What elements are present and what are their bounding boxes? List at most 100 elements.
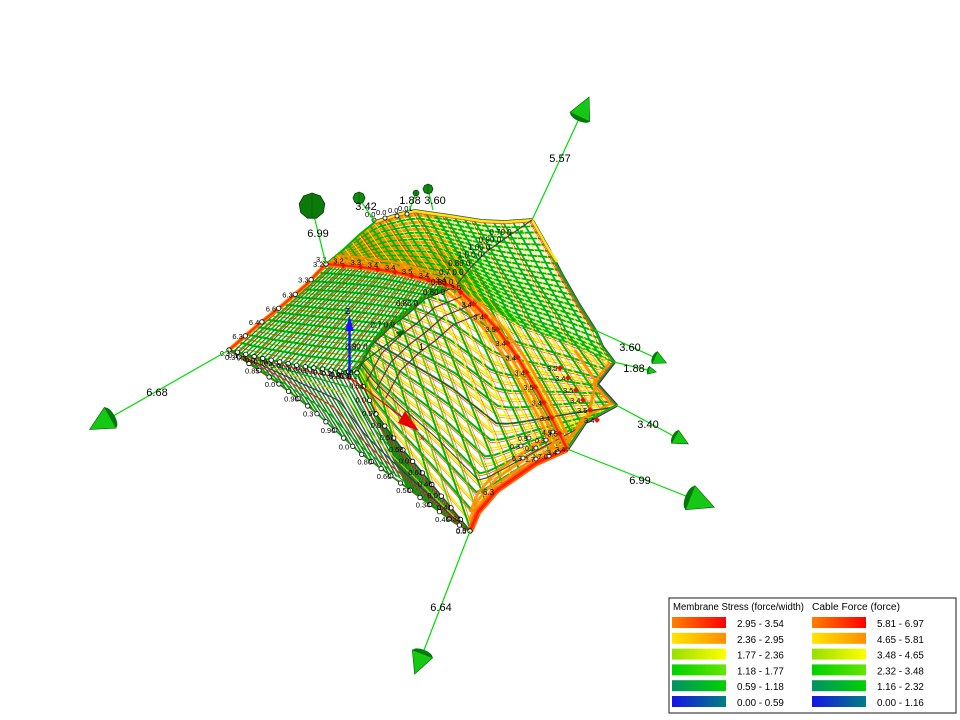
svg-text:0.90: 0.90: [284, 395, 299, 404]
svg-text:0.0: 0.0: [339, 442, 349, 451]
svg-text:0.9: 0.9: [518, 436, 528, 443]
svg-text:.02: .02: [296, 368, 306, 375]
svg-text:0.80 0: 0.80 0: [431, 278, 454, 287]
svg-text:0.01: 0.01: [398, 204, 413, 213]
svg-text:0.46: 0.46: [435, 515, 450, 524]
svg-text:6.99: 6.99: [307, 228, 328, 240]
svg-text:6.99: 6.99: [629, 475, 650, 487]
svg-text:0.0: 0.0: [371, 421, 381, 430]
svg-text:3.4: 3.4: [368, 261, 378, 270]
svg-text:0.0: 0.0: [245, 358, 255, 365]
svg-text:0.1: 0.1: [348, 374, 358, 381]
svg-text:3.60: 3.60: [424, 195, 445, 207]
svg-text:0.0: 0.0: [343, 368, 353, 377]
svg-text:3.5: 3.5: [485, 325, 495, 334]
svg-text:0.41: 0.41: [437, 503, 452, 512]
svg-text:0.2: 0.2: [322, 371, 332, 378]
svg-text:3.3: 3.3: [351, 258, 361, 267]
svg-text:1.0 0.0: 1.0 0.0: [458, 250, 483, 259]
svg-text:6.3: 6.3: [232, 332, 242, 341]
svg-text:0.53: 0.53: [389, 445, 404, 454]
svg-text:7.0: 7.0: [538, 454, 548, 461]
svg-text:.01: .01: [262, 361, 272, 368]
svg-text:3.4: 3.4: [540, 414, 550, 423]
svg-text:3.2: 3.2: [333, 257, 343, 266]
svg-text:3.4: 3.4: [474, 312, 484, 321]
svg-text:3.2: 3.2: [313, 260, 323, 269]
svg-text:3.5: 3.5: [402, 267, 412, 276]
svg-text:0.0: 0.0: [427, 491, 437, 500]
svg-text:3.4: 3.4: [462, 300, 472, 309]
svg-text:1.16 - 2.32: 1.16 - 2.32: [877, 682, 924, 693]
svg-text:0.51: 0.51: [380, 433, 395, 442]
svg-text:3.4: 3.4: [555, 445, 565, 454]
svg-text:6.3: 6.3: [282, 290, 292, 299]
svg-text:0.0: 0.0: [331, 372, 341, 379]
svg-text:1.7: 1.7: [525, 457, 535, 464]
svg-text:0.70 0: 0.70 0: [489, 228, 512, 237]
svg-text:0.0: 0.0: [399, 456, 409, 465]
svg-text:Membrane Stress (force/width): Membrane Stress (force/width): [673, 602, 804, 613]
svg-text:6.3: 6.3: [512, 456, 522, 463]
svg-text:0.46: 0.46: [418, 480, 433, 489]
svg-text:0.60: 0.60: [377, 472, 392, 481]
svg-text:0.0: 0.0: [314, 370, 324, 377]
svg-text:3.60: 3.60: [619, 342, 640, 354]
svg-text:0.34: 0.34: [447, 514, 462, 523]
svg-text:3.4: 3.4: [495, 339, 505, 348]
svg-text:3.4: 3.4: [419, 271, 429, 280]
svg-text:0.9: 0.9: [456, 526, 466, 535]
svg-text:3.4: 3.4: [532, 399, 542, 408]
svg-text:0.7 0.0: 0.7 0.0: [439, 268, 464, 277]
svg-text:0.80 0: 0.80 0: [329, 372, 352, 381]
svg-text:3.5: 3.5: [547, 429, 557, 438]
svg-text:0.80: 0.80: [357, 458, 372, 467]
svg-text:0.0: 0.0: [356, 395, 366, 404]
svg-text:1.18 - 1.77: 1.18 - 1.77: [737, 666, 784, 677]
svg-text:0.80 0: 0.80 0: [396, 299, 419, 308]
svg-text:0.34: 0.34: [416, 501, 431, 510]
svg-text:2.32 - 3.48: 2.32 - 3.48: [877, 666, 924, 677]
svg-text:3.5: 3.5: [577, 406, 587, 415]
svg-text:3.4: 3.4: [436, 276, 446, 285]
svg-text:3.40: 3.40: [637, 419, 658, 431]
svg-text:0.3: 0.3: [535, 438, 545, 445]
svg-text:0.3: 0.3: [225, 353, 235, 362]
svg-text:6.9: 6.9: [288, 366, 298, 373]
svg-text:0.54: 0.54: [349, 382, 364, 391]
svg-text:3.5: 3.5: [451, 283, 461, 292]
svg-text:4.65 - 5.81: 4.65 - 5.81: [877, 635, 924, 646]
svg-text:3.4: 3.4: [584, 416, 594, 425]
svg-text:x: x: [420, 432, 425, 442]
svg-text:3.3: 3.3: [298, 276, 308, 285]
svg-text:0.90 0: 0.90 0: [479, 236, 502, 245]
svg-text:1.88: 1.88: [623, 363, 644, 375]
svg-text:0.3: 0.3: [303, 410, 313, 419]
svg-text:0.3: 0.3: [220, 351, 230, 358]
svg-text:0.50: 0.50: [396, 486, 411, 495]
svg-text:Cable Force (force): Cable Force (force): [812, 602, 900, 613]
svg-text:0.3: 0.3: [339, 373, 349, 380]
svg-text:0.09: 0.09: [254, 360, 268, 367]
svg-text:0.3: 0.3: [237, 355, 247, 362]
svg-text:2.36 - 2.95: 2.36 - 2.95: [737, 635, 784, 646]
svg-text:6.4: 6.4: [249, 318, 259, 327]
svg-text:Z: Z: [345, 306, 350, 316]
svg-text:6.64: 6.64: [430, 602, 451, 614]
svg-text:0.00 - 1.16: 0.00 - 1.16: [877, 698, 924, 709]
svg-text:0.80 0: 0.80 0: [345, 343, 368, 352]
svg-text:6.68: 6.68: [146, 387, 167, 399]
svg-text:0.59 - 1.18: 0.59 - 1.18: [737, 682, 784, 693]
svg-text:3.48 - 4.65: 3.48 - 4.65: [877, 651, 924, 662]
svg-text:3.4: 3.4: [385, 263, 395, 272]
svg-text:3.5: 3.5: [547, 364, 557, 373]
svg-text:1.88: 1.88: [399, 195, 420, 207]
svg-text:3.4: 3.4: [555, 374, 565, 383]
svg-text:0.0: 0.0: [456, 527, 466, 536]
svg-text:9.7: 9.7: [279, 365, 289, 372]
svg-text:3.5: 3.5: [523, 383, 533, 392]
svg-text:0.7 0.0: 0.7 0.0: [370, 321, 395, 330]
svg-text:1.00 0: 1.00 0: [468, 243, 491, 252]
svg-text:0.1: 0.1: [525, 446, 535, 453]
svg-text:0.00 - 0.59: 0.00 - 0.59: [737, 698, 784, 709]
